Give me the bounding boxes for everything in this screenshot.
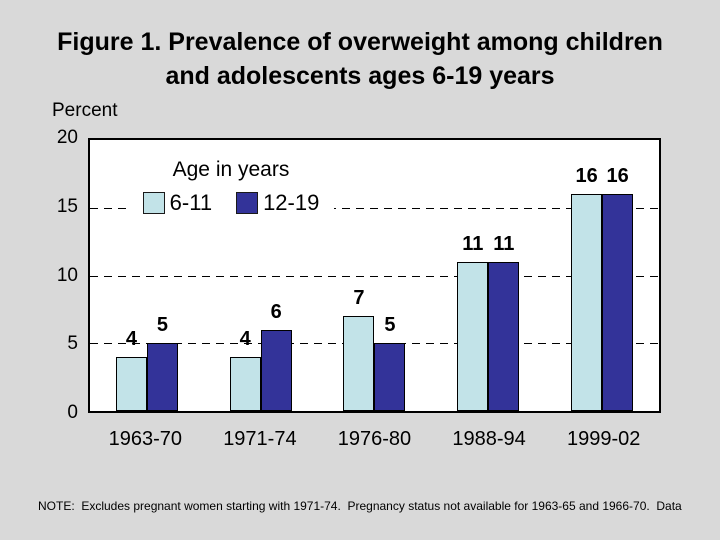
footnote-line: NOTE: Excludes pregnant women starting w… [38,499,682,513]
legend-item-6-11: 6-11 [142,190,213,216]
legend: Age in years 6-11 12-19 [128,156,334,220]
barwrap: 4 [115,140,147,411]
y-tick-label: 0 [67,402,78,423]
x-tick-label-1971-74: 1971-74 [223,428,297,450]
y-axis-ticks: 0 5 10 15 20 [0,128,78,423]
y-axis-unit-label: Percent [52,100,118,121]
legend-swatch-6-11 [142,192,165,214]
bar-pair: 11 11 [457,140,520,411]
plot-area: 4 5 4 6 7 5 11 11 16 16 Age in years 6-11 12-19 [88,138,661,413]
barwrap: 7 [343,140,375,411]
x-axis-labels: 1963-70 1971-74 1976-80 1988-94 1999-02 [88,428,661,451]
bar-6-11-1988-94 [457,261,489,411]
legend-items: 6-11 12-19 [128,190,334,216]
bar-12-19-1971-74 [260,329,292,411]
x-tick-label-1963-70: 1963-70 [108,428,182,450]
barwrap: 16 [602,140,634,411]
gridline-10 [90,275,659,277]
barwrap: 5 [374,140,406,411]
legend-label: 6-11 [169,190,213,215]
bar-6-11-1971-74 [229,356,261,411]
bar-value-label: 11 [462,232,484,255]
legend-item-12-19: 12-19 [236,190,319,216]
x-tick-label-1976-80: 1976-80 [337,428,412,450]
bars-layer: 4 5 4 6 7 5 11 11 16 16 [90,140,659,411]
bar-12-19-1988-94 [488,261,520,411]
barwrap: 16 [571,140,603,411]
barwrap: 4 [229,140,261,411]
y-tick-label: 20 [56,127,78,148]
category-slot-1988-94: 11 11 [431,140,545,411]
y-tick-label: 10 [56,264,78,286]
bar-value-label: 11 [493,232,515,255]
gridline-15 [90,207,659,209]
barwrap: 5 [146,140,178,411]
chart-title: Figure 1. Prevalence of overweight among… [57,28,663,90]
bar-6-11-1963-70 [115,356,147,411]
barwrap: 11 [488,140,520,411]
bar-6-11-1976-80 [343,316,375,411]
category-slot-1999-02: 16 16 [545,140,659,411]
bar-value-label: 4 [125,327,137,350]
bar-value-label: 16 [575,165,598,188]
bar-value-label: 4 [239,327,251,350]
bar-6-11-1999-02 [571,194,603,411]
y-tick-label: 5 [67,333,78,355]
bar-pair: 16 16 [571,140,634,411]
legend-title: Age in years [172,158,290,181]
bar-12-19-1976-80 [374,343,406,411]
y-tick-label: 15 [56,195,78,217]
legend-label: 12-19 [263,190,320,215]
legend-swatch-12-19 [236,192,259,214]
barwrap: 6 [260,140,292,411]
barwrap: 11 [457,140,489,411]
bar-12-19-1999-02 [602,194,634,411]
bar-12-19-1963-70 [146,343,178,411]
bar-value-label: 5 [384,314,396,337]
bar-value-label: 6 [270,300,282,323]
bar-value-label: 16 [606,165,629,188]
x-tick-label-1999-02: 1999-02 [566,428,641,450]
footnote: NOTE: Excludes pregnant women starting w… [38,466,700,540]
bar-value-label: 5 [156,314,168,337]
bar-value-label: 7 [353,287,365,310]
x-tick-label-1988-94: 1988-94 [452,428,526,450]
